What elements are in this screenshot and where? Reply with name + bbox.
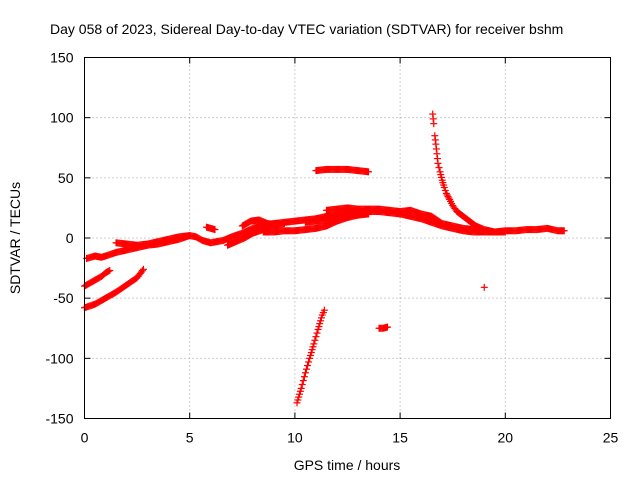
chart-title: Day 058 of 2023, Sidereal Day-to-day VTE… bbox=[50, 21, 563, 37]
x-axis-label: GPS time / hours bbox=[294, 457, 401, 473]
series-track-k bbox=[81, 266, 114, 290]
series-track-j bbox=[429, 110, 509, 236]
series-track-h bbox=[322, 204, 488, 236]
x-tick-label: 15 bbox=[392, 430, 408, 446]
x-tick-label: 25 bbox=[603, 430, 619, 446]
data-points bbox=[81, 110, 568, 407]
y-tick-label: -50 bbox=[53, 290, 73, 306]
y-tick-label: 50 bbox=[58, 170, 74, 186]
series-track-b bbox=[112, 232, 194, 249]
x-tick-label: 5 bbox=[186, 430, 194, 446]
y-tick-label: 150 bbox=[50, 50, 74, 66]
y-tick-label: 0 bbox=[66, 230, 74, 246]
series-track-c bbox=[224, 220, 288, 249]
y-tick-label: -150 bbox=[45, 411, 73, 427]
y-tick-label: -100 bbox=[45, 350, 73, 366]
x-tick-label: 20 bbox=[498, 430, 514, 446]
series-track-i bbox=[312, 165, 373, 176]
y-axis-label: SDTVAR / TECUs bbox=[7, 182, 23, 294]
series-track-n bbox=[375, 323, 391, 332]
series-track-o bbox=[480, 283, 488, 291]
series-track-d bbox=[203, 223, 219, 234]
axis-ticks: 0 5 10 15 20 25 -150 -100 -50 0 50 100 150 bbox=[45, 50, 618, 446]
x-tick-label: 0 bbox=[81, 430, 89, 446]
y-tick-label: 100 bbox=[50, 110, 74, 126]
x-tick-label: 10 bbox=[287, 430, 303, 446]
series-track-l bbox=[81, 265, 147, 312]
series-track-e bbox=[238, 216, 282, 230]
series-track-m bbox=[293, 306, 328, 407]
